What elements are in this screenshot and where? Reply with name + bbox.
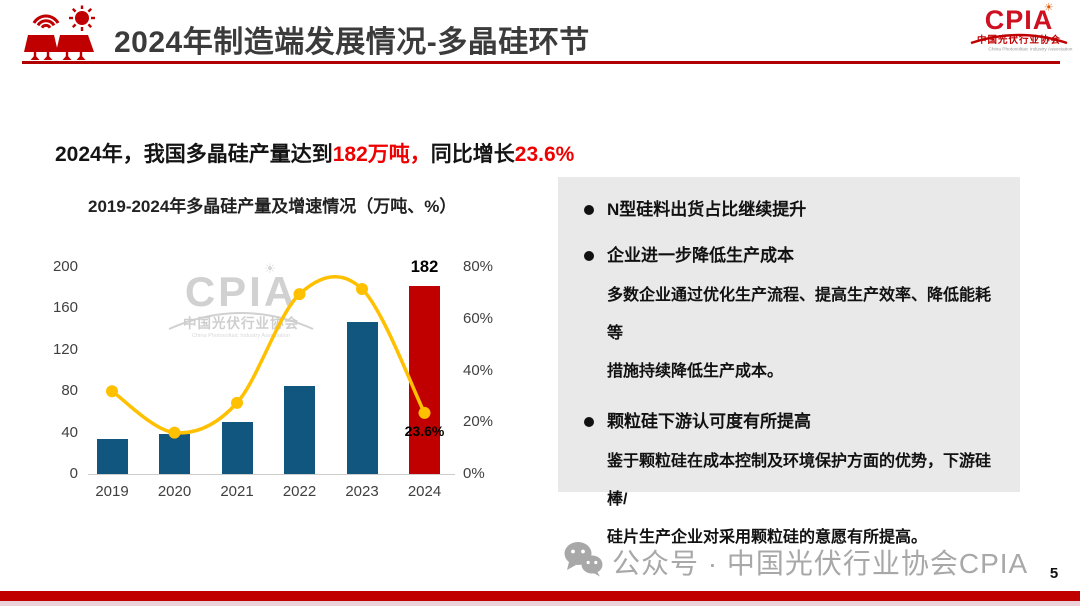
right-axis-tick: 80%	[463, 258, 494, 275]
bullet-title: N型硅料出货占比继续提升	[607, 200, 807, 219]
bar-production	[96, 438, 128, 474]
bullet-title: 企业进一步降低生产成本	[607, 246, 794, 265]
x-axis-category-label: 2021	[220, 483, 254, 500]
logo-org-name-en: China Photovoltaic Industry Association	[988, 45, 1073, 52]
bar-production	[346, 321, 378, 474]
logo-org-name-cn: 中国光伏行业协会	[976, 35, 1061, 46]
headline-middle: 同比增长	[430, 143, 515, 166]
left-axis-tick: 120	[52, 340, 78, 358]
headline-highlight-volume: 182万吨，	[332, 143, 431, 166]
bullet-body-text: 鉴于颗粒硅在成本控制及环境保护方面的优势，下游硅棒/ 硅片生产企业对采用颗粒硅的…	[607, 453, 992, 546]
chart-title: 2019-2024年多晶硅产量及增速情况（万吨、%）	[88, 197, 457, 216]
x-axis-category-label: 2019	[95, 483, 129, 500]
cpia-logo-text: CPIA ☀	[984, 2, 1055, 35]
panel-bullet-item: 企业进一步降低生产成本	[584, 245, 1000, 267]
line-value-annotation: 23.6%	[404, 422, 445, 439]
right-axis-tick: 60%	[463, 309, 494, 327]
right-axis-tick: 0%	[463, 465, 485, 482]
panel-bullet-item: 颗粒硅下游认可度有所提高	[584, 411, 1000, 433]
bullet-dot-icon	[584, 417, 594, 427]
key-finding-headline: 2024年，我国多晶硅产量达到182万吨，同比增长23.6%	[55, 138, 574, 168]
bullet-dot-icon	[584, 205, 594, 215]
x-axis-category-label: 2022	[282, 483, 317, 500]
left-axis-tick: 40	[61, 423, 78, 441]
line-data-point	[356, 282, 368, 295]
right-axis-tick: 20%	[463, 413, 494, 431]
chart-x-axis-line	[88, 474, 455, 475]
bar-production	[284, 385, 315, 474]
cpia-logo: CPIA ☀ 中国光伏行业协会 China Photovoltaic Indust…	[968, 2, 1073, 55]
left-axis-tick: 200	[52, 258, 78, 275]
solar-panels-icon	[24, 5, 95, 60]
bottom-accent-strip	[0, 601, 1080, 606]
line-data-point	[106, 385, 118, 398]
panel-bullet-item: N型硅料出货占比继续提升	[584, 199, 1000, 221]
left-axis-tick: 0	[69, 465, 78, 482]
logo-sun-icon: ☀	[1043, 2, 1055, 14]
bullet-dot-icon	[584, 251, 594, 261]
bottom-red-bar	[0, 591, 1080, 601]
page-number: 5	[1049, 565, 1059, 582]
watermark-logo-text: CPIA	[184, 268, 298, 315]
watermark-org-cn: 中国光伏行业协会	[183, 316, 299, 331]
header-underline	[22, 61, 1060, 64]
bullet-body-text: 多数企业通过优化生产流程、提高生产效率、降低能耗等 措施持续降低生产成本。	[607, 287, 992, 380]
headline-highlight-growth: 23.6%	[514, 143, 575, 166]
line-data-point	[231, 396, 243, 409]
page-title: 2024年制造端发展情况-多晶硅环节	[114, 26, 590, 59]
x-axis-category-label: 2023	[345, 483, 379, 500]
x-axis-category-label: 2024	[407, 483, 442, 500]
watermark-org-en: China Photovoltaic Industry Association	[191, 331, 291, 339]
wechat-watermark-text: 公众号 · 中国光伏行业协会CPIA	[612, 548, 1029, 579]
bar-2024-highlight	[409, 285, 440, 474]
bullet-title: 颗粒硅下游认可度有所提高	[607, 412, 811, 431]
bar-production	[221, 421, 253, 474]
headline-prefix: 2024年，我国多晶硅产量达到	[55, 143, 333, 166]
right-axis-tick: 40%	[463, 361, 494, 379]
x-axis-category-label: 2020	[157, 483, 192, 500]
watermark-sun-icon: ☀	[264, 261, 276, 276]
bar-value-annotation: 182	[410, 257, 439, 276]
cpia-watermark: ☀ CPIA 中国光伏行业协会 China Photovoltaic Indus…	[163, 262, 319, 341]
key-points-panel: N型硅料出货占比继续提升 企业进一步降低生产成本多数企业通过优化生产流程、提高生产…	[558, 177, 1020, 546]
left-axis-tick: 160	[52, 299, 78, 317]
bar-production	[159, 433, 190, 474]
wechat-icon	[564, 542, 603, 577]
left-axis-tick: 80	[61, 382, 78, 400]
logo-swoosh-arc	[970, 33, 1068, 45]
